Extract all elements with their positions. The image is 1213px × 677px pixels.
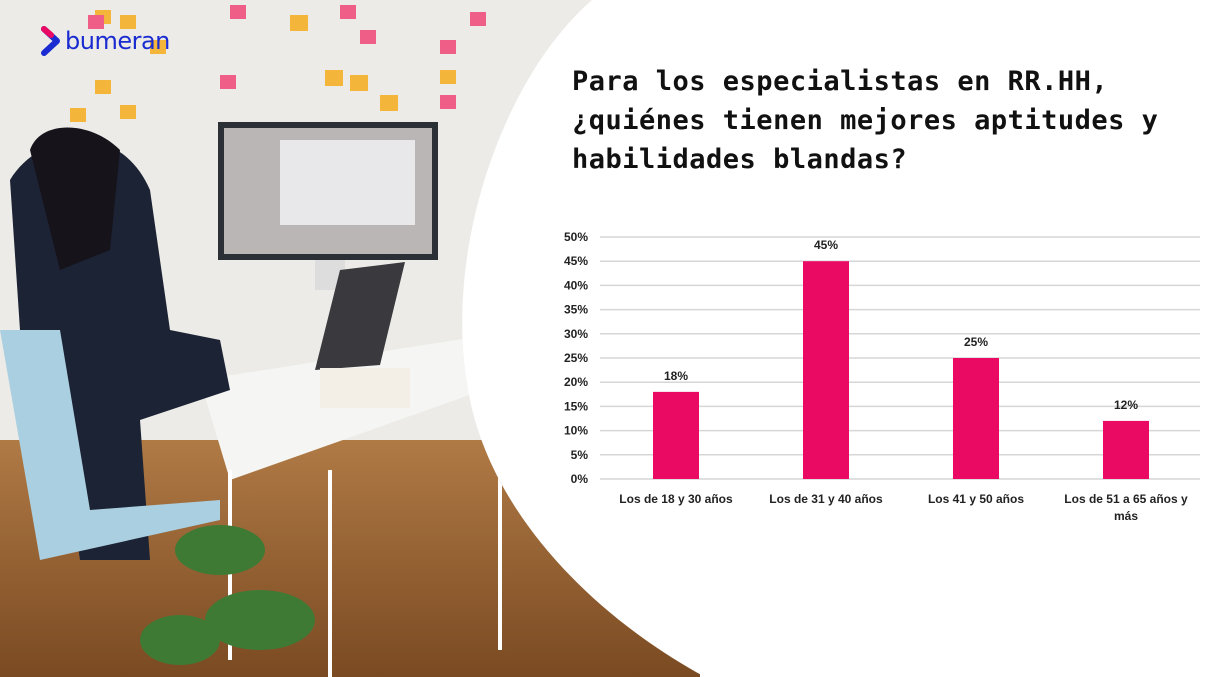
bar: [803, 261, 849, 479]
page-title: Para los especialistas en RR.HH, ¿quiéne…: [572, 66, 1159, 175]
y-tick-label: 35%: [564, 303, 588, 317]
bar: [953, 358, 999, 479]
x-category-label: Los 41 y 50 años: [928, 492, 1024, 506]
bar: [653, 391, 699, 479]
y-tick-label: 10%: [564, 424, 588, 438]
y-tick-label: 40%: [564, 278, 588, 292]
y-tick-label: 0%: [571, 472, 589, 486]
y-tick-label: 20%: [564, 375, 588, 389]
x-category-label: Los de 51 a 65 años y más: [1064, 492, 1188, 523]
x-category-label: Los de 31 y 40 años: [769, 492, 883, 506]
y-tick-label: 30%: [564, 327, 588, 341]
y-tick-label: 50%: [564, 230, 588, 244]
y-tick-label: 25%: [564, 351, 588, 365]
logo-text: bumeran: [65, 27, 170, 55]
bar: [1103, 420, 1149, 479]
data-label: 45%: [814, 238, 838, 252]
chevron-logo-icon: [41, 26, 60, 56]
y-tick-label: 5%: [571, 448, 589, 462]
data-label: 18%: [664, 369, 688, 383]
y-tick-label: 45%: [564, 254, 588, 268]
x-category-label: Los de 18 y 30 años: [619, 492, 733, 506]
bumeran-logo: bumeran: [40, 26, 170, 56]
data-label: 25%: [964, 335, 988, 349]
data-label: 12%: [1114, 398, 1138, 412]
y-tick-label: 15%: [564, 399, 588, 413]
